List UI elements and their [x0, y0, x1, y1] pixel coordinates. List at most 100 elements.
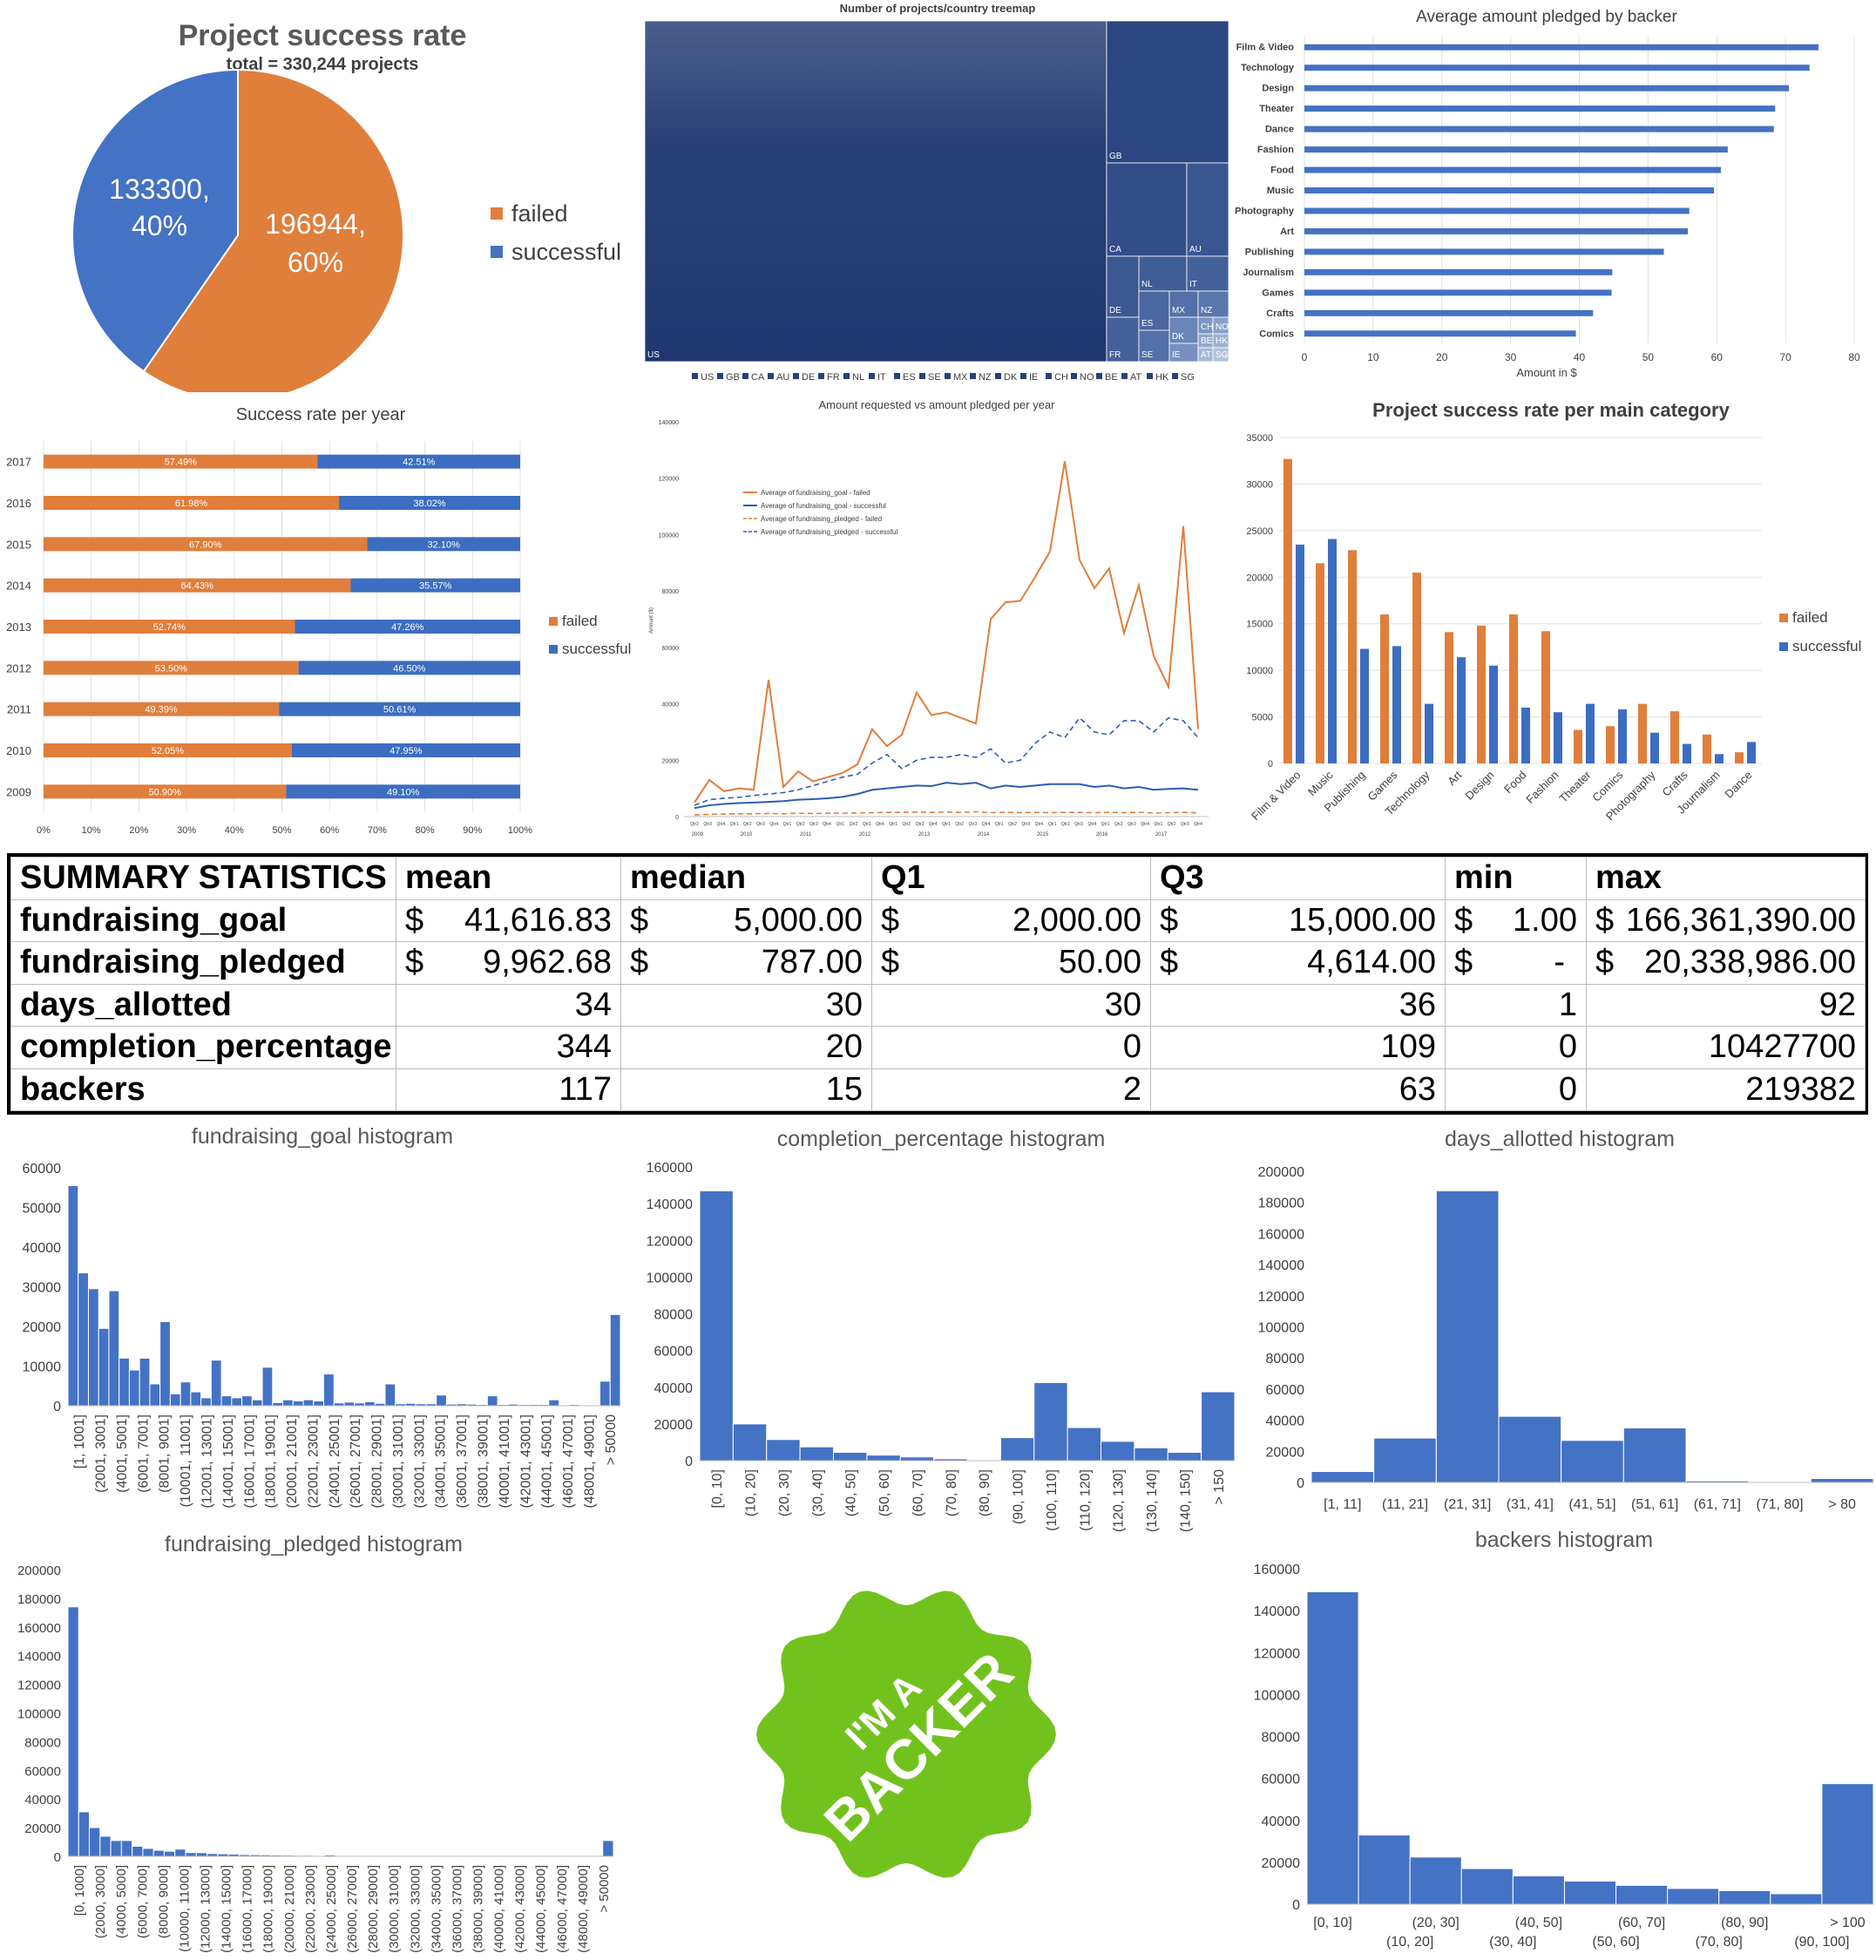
- bar-failed: [44, 784, 287, 799]
- bar-successful: [367, 537, 520, 552]
- y-tick-label: 40000: [23, 1241, 62, 1256]
- category-success-chart: Project success rate per main category 0 5…: [1246, 399, 1861, 823]
- legend-swatch: [818, 373, 824, 379]
- summary-value: 0: [1445, 1026, 1587, 1069]
- x-tick-label: 40: [1574, 351, 1586, 363]
- bar-failed: [44, 702, 280, 716]
- x-tick-label: (30000, 31000]: [387, 1865, 402, 1953]
- summary-value: 30: [871, 983, 1151, 1027]
- chart-title: fundraising_pledged histogram: [165, 1532, 463, 1556]
- y-tick-label: 2011: [7, 703, 31, 716]
- legend-label: NO: [1080, 372, 1094, 383]
- bar-failed: [44, 496, 340, 510]
- treemap-tile-label: US: [647, 350, 660, 360]
- treemap-tile-label: SG: [1216, 350, 1229, 360]
- backers-histogram: backers histogram 0 20000 40000 60000 80000 10…: [1254, 1528, 1874, 1950]
- y-tick-label: 160000: [17, 1621, 61, 1636]
- x-tick-label: Qtr2: [1061, 822, 1070, 827]
- y-tick-label: 20000: [654, 1418, 694, 1433]
- summary-row-label: fundraising_pledged: [10, 941, 396, 985]
- x-tick-label: (60, 70]: [911, 1469, 925, 1516]
- summary-cell: $41,616.83: [396, 899, 621, 942]
- legend-swatch: [1172, 373, 1178, 379]
- summary-cell: $15,000.00: [1150, 899, 1446, 942]
- histogram-bar: [1101, 1441, 1135, 1462]
- summary-value: 2,000.00: [1012, 901, 1141, 939]
- bar-failed: [1606, 726, 1615, 763]
- x-tick-label: Qtr3: [809, 822, 818, 827]
- bar-successful: [1457, 657, 1466, 763]
- summary-value: 166,361,390.00: [1625, 901, 1856, 939]
- x-tick-label: Music: [1305, 768, 1336, 798]
- x-tick-label: (28000, 29000]: [366, 1865, 381, 1953]
- x-tick-label: Theater: [1556, 768, 1594, 805]
- data-label: 57.49%: [165, 458, 198, 468]
- legend-swatch: [843, 373, 850, 379]
- x-tick-label: (18000, 19000]: [261, 1865, 276, 1953]
- treemap-tile: [1212, 347, 1229, 363]
- y-tick-label: Art: [1280, 227, 1294, 237]
- y-tick-label: 180000: [1258, 1197, 1304, 1211]
- x-tick-label: (140, 150]: [1178, 1469, 1193, 1532]
- y-tick-label: Dance: [1265, 125, 1294, 135]
- x-tick-label: Qtr1: [1155, 822, 1163, 827]
- x-tick-label: (2000, 3000]: [93, 1865, 108, 1938]
- histogram-bar: [1409, 1856, 1462, 1905]
- histogram-bar: [1498, 1415, 1562, 1483]
- x-year-label: 2015: [1037, 832, 1049, 838]
- treemap-tile: [1138, 290, 1170, 331]
- legend-swatch: [549, 617, 558, 626]
- x-tick-label: (34000, 35000]: [429, 1865, 444, 1953]
- y-tick-label: Photography: [1235, 206, 1295, 216]
- summary-header-cell: SUMMARY STATISTICS: [10, 857, 396, 900]
- histogram-bar: [866, 1455, 901, 1462]
- legend-swatch: [919, 373, 925, 379]
- y-tick-label: 30000: [23, 1281, 62, 1296]
- x-tick-label: (30, 40]: [810, 1469, 825, 1516]
- y-tick-label: 2013: [6, 621, 31, 634]
- x-tick-label: (110, 120]: [1078, 1469, 1093, 1531]
- histogram-bar: [766, 1439, 801, 1462]
- histogram-bar: [210, 1360, 222, 1407]
- x-tick-label: 20%: [129, 825, 148, 836]
- data-label: 47.26%: [391, 622, 424, 633]
- histogram-bar: [89, 1827, 101, 1857]
- summary-value: 4,614.00: [1307, 944, 1436, 981]
- currency-symbol: $: [405, 901, 424, 939]
- x-tick-label: Qtr3: [916, 822, 924, 827]
- bar-failed: [1380, 614, 1389, 763]
- completion-percentage-histogram: completion_percentage histogram 0 20000 400…: [647, 1127, 1236, 1532]
- y-tick-label: Theater: [1259, 104, 1294, 114]
- legend-swatch: [768, 373, 774, 379]
- y-tick-label: 35000: [1246, 433, 1273, 444]
- y-tick-label: 2016: [6, 497, 31, 510]
- legend-label: FR: [827, 372, 840, 383]
- treemap-tile-label: NO: [1216, 322, 1229, 332]
- x-tick-label: Qtr1: [783, 822, 792, 827]
- histogram-bar: [99, 1835, 112, 1857]
- legend-label: AT: [1130, 372, 1142, 383]
- currency-symbol: $: [881, 901, 900, 939]
- histogram-bar: [87, 1288, 99, 1407]
- y-tick-label: 10000: [23, 1360, 62, 1375]
- histogram-bar: [1373, 1437, 1437, 1483]
- x-tick-label: 60: [1711, 351, 1724, 363]
- histogram-bar: [1460, 1868, 1514, 1905]
- x-tick-label: Qtr3: [1181, 822, 1189, 827]
- bar: [1304, 289, 1612, 296]
- x-tick-label: (90, 100]: [1794, 1935, 1849, 1950]
- bar-successful: [1328, 539, 1337, 763]
- data-label: 64.43%: [181, 581, 214, 592]
- x-tick-label: Qtr1: [995, 822, 1004, 827]
- currency-symbol: $: [1454, 901, 1473, 939]
- bar: [1304, 146, 1728, 153]
- series-line: [694, 782, 1199, 810]
- legend-label: MX: [953, 372, 968, 383]
- bar: [1304, 248, 1664, 255]
- y-tick-label: 100000: [17, 1707, 61, 1722]
- x-tick-label: (26001, 27001]: [349, 1414, 363, 1509]
- x-tick-label: (40001, 41001]: [498, 1414, 512, 1509]
- summary-value: 36: [1150, 983, 1446, 1027]
- x-tick-label: 50%: [272, 825, 291, 836]
- x-tick-label: (30001, 31001]: [391, 1414, 406, 1509]
